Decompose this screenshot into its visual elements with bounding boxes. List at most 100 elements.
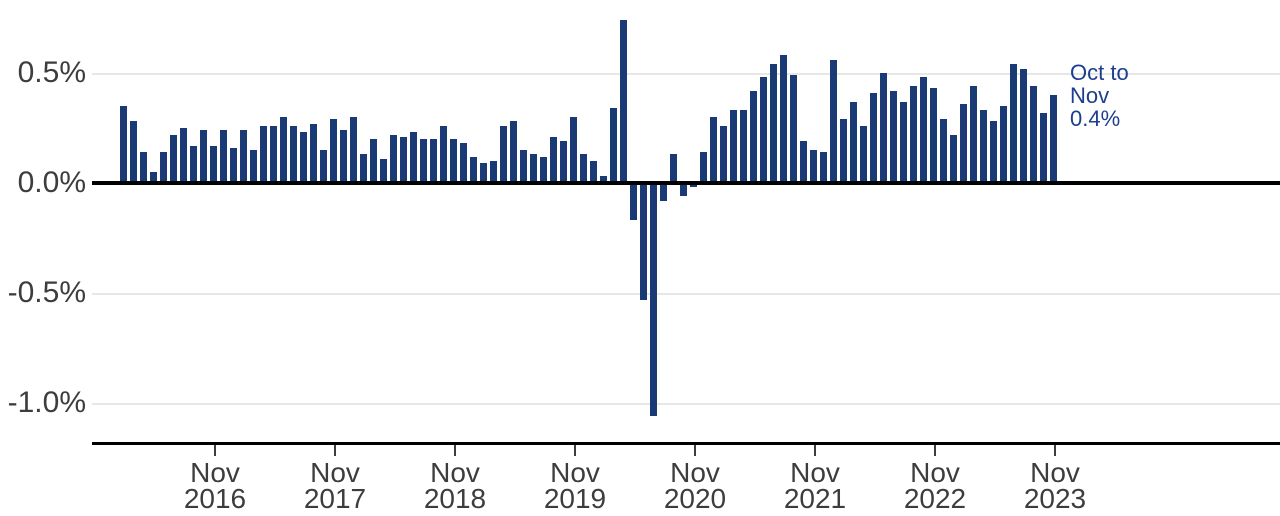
bar bbox=[329, 119, 337, 183]
bar bbox=[249, 150, 257, 183]
bar bbox=[859, 125, 867, 183]
bar bbox=[609, 108, 617, 183]
bar bbox=[909, 86, 917, 183]
bar bbox=[259, 125, 267, 183]
y-axis-tick-label: 0.0% bbox=[17, 166, 86, 199]
bar bbox=[359, 154, 367, 183]
bar bbox=[649, 183, 657, 417]
bar bbox=[519, 150, 527, 183]
bar bbox=[579, 154, 587, 183]
gridline bbox=[92, 73, 1280, 75]
bar bbox=[459, 143, 467, 183]
bar bbox=[279, 117, 287, 183]
bar bbox=[749, 90, 757, 183]
bar bbox=[569, 117, 577, 183]
x-axis-line bbox=[92, 442, 1280, 445]
bar bbox=[769, 64, 777, 183]
bar bbox=[919, 77, 927, 183]
bar bbox=[349, 117, 357, 183]
gridline bbox=[92, 293, 1280, 295]
x-axis-tick-label: Nov 2023 bbox=[1023, 457, 1087, 514]
bar bbox=[289, 125, 297, 183]
bar bbox=[739, 110, 747, 183]
bar bbox=[209, 145, 217, 183]
bar bbox=[839, 119, 847, 183]
bar bbox=[199, 130, 207, 183]
x-axis-tick-label: Nov 2018 bbox=[423, 457, 487, 514]
x-axis-tick-mark bbox=[814, 445, 816, 456]
bar bbox=[379, 158, 387, 183]
bar bbox=[169, 134, 177, 183]
x-axis-tick-mark bbox=[934, 445, 936, 456]
bar bbox=[559, 141, 567, 183]
x-axis-tick-mark bbox=[1054, 445, 1056, 456]
annotation-line-3: 0.4% bbox=[1070, 106, 1121, 131]
bar bbox=[789, 75, 797, 183]
x-axis-tick-label: Nov 2020 bbox=[663, 457, 727, 514]
bar bbox=[829, 59, 837, 183]
bar bbox=[879, 73, 887, 183]
bar bbox=[469, 156, 477, 183]
bar bbox=[479, 163, 487, 183]
bar bbox=[759, 77, 767, 183]
bar bbox=[639, 183, 647, 300]
bar bbox=[629, 183, 637, 221]
bar bbox=[1039, 112, 1047, 183]
bar bbox=[819, 152, 827, 183]
y-axis-tick-label: -1.0% bbox=[7, 386, 86, 419]
bar bbox=[929, 88, 937, 183]
bar bbox=[969, 86, 977, 183]
bar bbox=[299, 132, 307, 183]
x-axis-tick-label: Nov 2017 bbox=[303, 457, 367, 514]
bar bbox=[119, 106, 127, 183]
bar bbox=[439, 125, 447, 183]
bar bbox=[409, 132, 417, 183]
bar bbox=[429, 139, 437, 183]
bar bbox=[979, 110, 987, 183]
bar bbox=[139, 152, 147, 183]
x-axis-tick-label: Nov 2016 bbox=[183, 457, 247, 514]
zero-axis-line bbox=[92, 181, 1280, 185]
bar bbox=[539, 156, 547, 183]
bar bbox=[509, 121, 517, 183]
bar bbox=[319, 150, 327, 183]
bar bbox=[899, 101, 907, 183]
bar bbox=[849, 101, 857, 183]
latest-value-annotation: Oct to Nov 0.4% bbox=[1070, 61, 1129, 130]
bar bbox=[239, 130, 247, 183]
bar bbox=[699, 152, 707, 183]
bar bbox=[889, 90, 897, 183]
bar bbox=[419, 139, 427, 183]
bar bbox=[869, 92, 877, 183]
bar bbox=[679, 183, 687, 197]
x-axis-tick-mark bbox=[454, 445, 456, 456]
bar bbox=[269, 125, 277, 183]
bar bbox=[719, 125, 727, 183]
bar bbox=[999, 106, 1007, 183]
bar bbox=[809, 150, 817, 183]
bar bbox=[149, 172, 157, 183]
bar bbox=[529, 154, 537, 183]
bar bbox=[689, 183, 697, 188]
bar bbox=[949, 134, 957, 183]
bar bbox=[709, 117, 717, 183]
x-axis-tick-mark bbox=[694, 445, 696, 456]
bar bbox=[939, 119, 947, 183]
bar bbox=[799, 141, 807, 183]
bar bbox=[1009, 64, 1017, 183]
bar bbox=[729, 110, 737, 183]
bar bbox=[339, 130, 347, 183]
x-axis-tick-mark bbox=[214, 445, 216, 456]
bar bbox=[189, 145, 197, 183]
bar bbox=[179, 128, 187, 183]
bar bbox=[219, 130, 227, 183]
bar bbox=[589, 161, 597, 183]
gridline bbox=[92, 403, 1280, 405]
bar bbox=[499, 125, 507, 183]
bar bbox=[399, 136, 407, 183]
bar bbox=[309, 123, 317, 183]
x-axis-tick-mark bbox=[334, 445, 336, 456]
bar bbox=[229, 147, 237, 183]
bar bbox=[599, 176, 607, 183]
